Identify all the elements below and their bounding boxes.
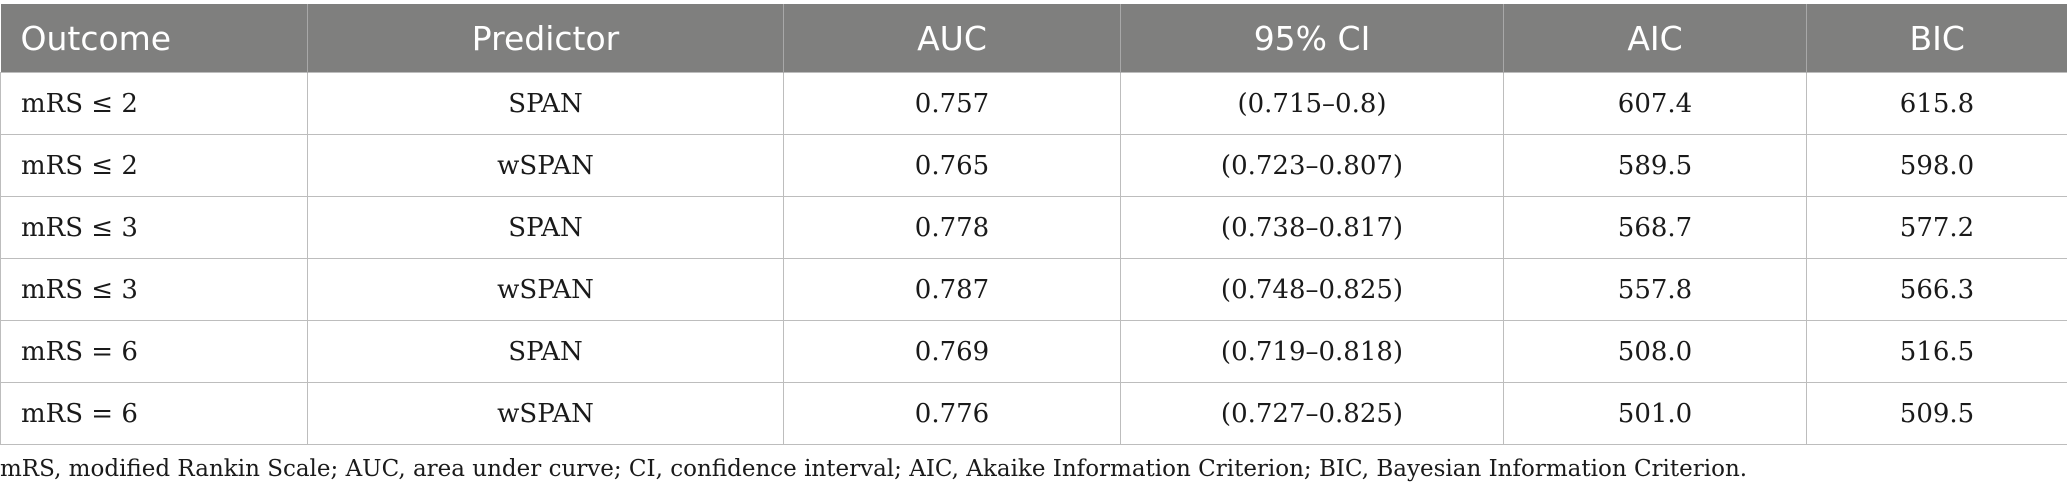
header-bic: BIC [1806, 4, 2067, 73]
header-predictor: Predictor [307, 4, 784, 73]
cell-auc: 0.776 [783, 382, 1121, 445]
cell-outcome: mRS = 6 [0, 320, 308, 383]
cell-ci: (0.723–0.807) [1120, 134, 1504, 197]
cell-auc: 0.778 [783, 196, 1121, 259]
cell-outcome: mRS ≤ 3 [0, 196, 308, 259]
cell-auc: 0.765 [783, 134, 1121, 197]
table-row: mRS = 6 SPAN 0.769 (0.719–0.818) 508.0 5… [0, 320, 2067, 383]
cell-predictor: SPAN [307, 72, 784, 135]
cell-auc: 0.769 [783, 320, 1121, 383]
cell-bic: 509.5 [1806, 382, 2067, 445]
cell-ci: (0.715–0.8) [1120, 72, 1504, 135]
table-header-row: Outcome Predictor AUC 95% CI AIC BIC [0, 4, 2067, 73]
cell-aic: 501.0 [1503, 382, 1807, 445]
table-footnote: mRS, modified Rankin Scale; AUC, area un… [0, 456, 1748, 482]
cell-ci: (0.748–0.825) [1120, 258, 1504, 321]
cell-ci: (0.727–0.825) [1120, 382, 1504, 445]
cell-bic: 598.0 [1806, 134, 2067, 197]
cell-outcome: mRS ≤ 2 [0, 72, 308, 135]
cell-outcome: mRS ≤ 2 [0, 134, 308, 197]
cell-predictor: wSPAN [307, 134, 784, 197]
table-row: mRS ≤ 3 wSPAN 0.787 (0.748–0.825) 557.8 … [0, 258, 2067, 321]
table-row: mRS ≤ 2 SPAN 0.757 (0.715–0.8) 607.4 615… [0, 72, 2067, 135]
cell-auc: 0.787 [783, 258, 1121, 321]
cell-aic: 508.0 [1503, 320, 1807, 383]
cell-outcome: mRS ≤ 3 [0, 258, 308, 321]
cell-auc: 0.757 [783, 72, 1121, 135]
table-row: mRS ≤ 2 wSPAN 0.765 (0.723–0.807) 589.5 … [0, 134, 2067, 197]
cell-bic: 615.8 [1806, 72, 2067, 135]
table-row: mRS ≤ 3 SPAN 0.778 (0.738–0.817) 568.7 5… [0, 196, 2067, 259]
cell-predictor: SPAN [307, 196, 784, 259]
cell-ci: (0.738–0.817) [1120, 196, 1504, 259]
cell-aic: 589.5 [1503, 134, 1807, 197]
cell-predictor: SPAN [307, 320, 784, 383]
header-95-ci: 95% CI [1120, 4, 1504, 73]
cell-aic: 557.8 [1503, 258, 1807, 321]
table-row: mRS = 6 wSPAN 0.776 (0.727–0.825) 501.0 … [0, 382, 2067, 445]
cell-aic: 607.4 [1503, 72, 1807, 135]
results-table-container: Outcome Predictor AUC 95% CI AIC BIC mRS… [0, 4, 2067, 445]
cell-bic: 577.2 [1806, 196, 2067, 259]
cell-bic: 566.3 [1806, 258, 2067, 321]
cell-aic: 568.7 [1503, 196, 1807, 259]
cell-ci: (0.719–0.818) [1120, 320, 1504, 383]
header-auc: AUC [783, 4, 1121, 73]
cell-bic: 516.5 [1806, 320, 2067, 383]
cell-predictor: wSPAN [307, 382, 784, 445]
header-outcome: Outcome [0, 4, 308, 73]
header-aic: AIC [1503, 4, 1807, 73]
cell-predictor: wSPAN [307, 258, 784, 321]
results-table: Outcome Predictor AUC 95% CI AIC BIC mRS… [0, 4, 2067, 445]
cell-outcome: mRS = 6 [0, 382, 308, 445]
